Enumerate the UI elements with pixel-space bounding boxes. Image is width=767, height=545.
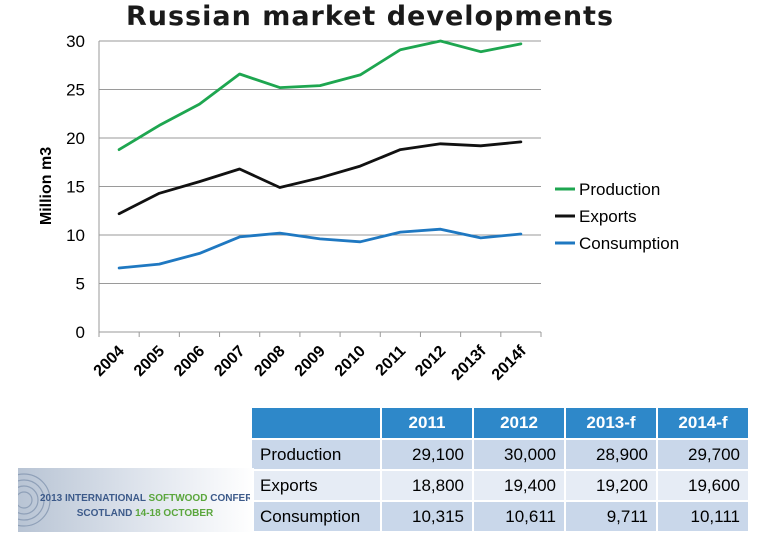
line-chart: 0 5 10 15 20 25 30 2004 2005 2006 2007 2008 2009 2010… xyxy=(38,32,679,384)
x-tick-label: 2005 xyxy=(131,343,168,380)
series-line-exports xyxy=(117,140,523,216)
table-cell: 19,200 xyxy=(564,469,658,502)
y-tick-label: 0 xyxy=(76,323,85,342)
table-row: Consumption 10,315 10,611 9,711 10,111 xyxy=(250,500,750,533)
table-header-cell: 2012 xyxy=(472,406,566,440)
x-tick-label: 2010 xyxy=(332,343,369,380)
table-cell: 10,611 xyxy=(472,500,566,533)
conference-location-date: SCOTLAND 14-18 OCTOBER xyxy=(76,508,214,519)
y-tick-label: 15 xyxy=(66,178,85,197)
table-cell: 19,600 xyxy=(656,469,750,502)
conference-name: 2013 INTERNATIONAL SOFTWOOD CONFERENCE xyxy=(40,493,250,504)
legend-entry: Production xyxy=(579,180,660,199)
table-row-label: Exports xyxy=(250,469,382,502)
y-tick-label: 10 xyxy=(66,226,85,245)
x-tick-label: 2009 xyxy=(292,343,329,380)
table-cell: 10,315 xyxy=(380,500,474,533)
table-row-label: Production xyxy=(250,438,382,471)
table-cell: 9,711 xyxy=(564,500,658,533)
x-tick-label: 2011 xyxy=(373,343,410,380)
table-header-cell: 2013-f xyxy=(564,406,658,440)
y-tick-label: 25 xyxy=(66,81,85,100)
table-header-row: 2011 2012 2013-f 2014-f xyxy=(250,406,750,440)
y-tick-label: 20 xyxy=(66,129,85,148)
series-line-production xyxy=(117,39,523,152)
x-tick-label: 2014f xyxy=(489,342,530,383)
table-cell: 29,100 xyxy=(380,438,474,471)
legend-entry: Consumption xyxy=(579,234,679,253)
table-cell: 28,900 xyxy=(564,438,658,471)
table-row: Exports 18,800 19,400 19,200 19,600 xyxy=(250,469,750,502)
y-tick-label: 30 xyxy=(66,32,85,51)
table-row: Production 29,100 30,000 28,900 29,700 xyxy=(250,438,750,471)
table-cell: 29,700 xyxy=(656,438,750,471)
x-tick-label: 2007 xyxy=(211,343,248,380)
x-tick-label: 2004 xyxy=(91,343,128,380)
x-tick-label: 2006 xyxy=(171,343,208,380)
y-tick-label: 5 xyxy=(76,275,85,294)
tree-ring-icon xyxy=(18,473,51,527)
table-row-label: Consumption xyxy=(250,500,382,533)
table-cell: 30,000 xyxy=(472,438,566,471)
table-cell: 18,800 xyxy=(380,469,474,502)
x-tick-label: 2008 xyxy=(251,343,288,380)
table-header-cell: 2011 xyxy=(380,406,474,440)
table-header-cell: 2014-f xyxy=(656,406,750,440)
table-cell: 19,400 xyxy=(472,469,566,502)
x-tick-label: 2012 xyxy=(412,343,449,380)
table-cell: 10,111 xyxy=(656,500,750,533)
series-line-consumption xyxy=(117,227,523,270)
x-tick-label: 2013f xyxy=(449,342,490,383)
legend-entry: Exports xyxy=(579,207,637,226)
table-header-cell xyxy=(250,406,382,440)
data-table: 2011 2012 2013-f 2014-f Production 29,10… xyxy=(250,406,750,533)
page-title: Russian market developments xyxy=(125,1,615,32)
y-axis-label: Million m3 xyxy=(38,147,55,225)
conference-logo xyxy=(18,468,254,532)
